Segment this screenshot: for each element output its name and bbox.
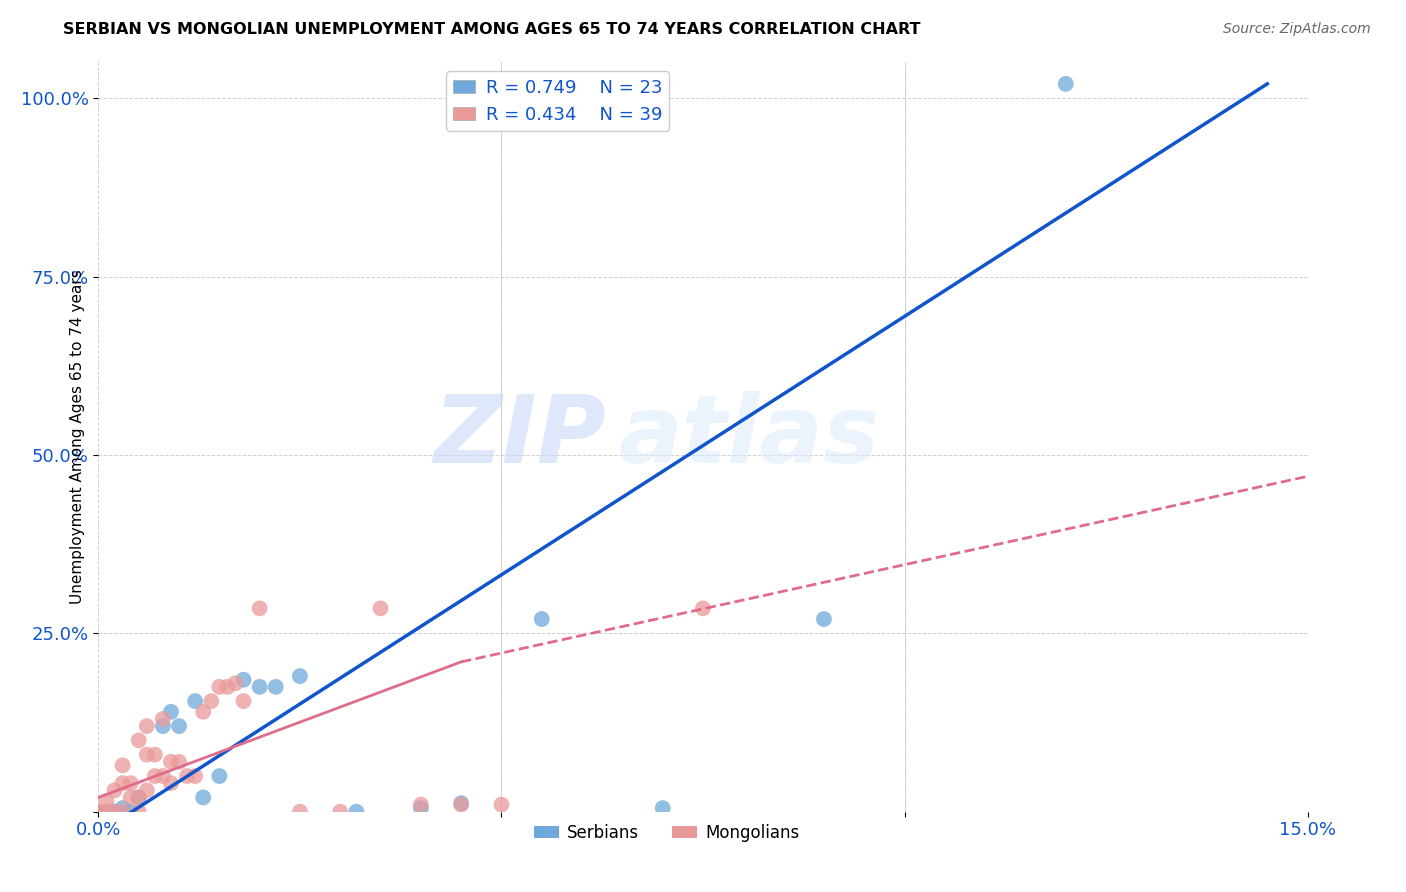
Point [344, 805, 367, 819]
Point [152, 719, 174, 733]
Point [409, 797, 432, 812]
Point [217, 680, 239, 694]
Point [176, 769, 198, 783]
Point [128, 805, 150, 819]
Point [135, 783, 157, 797]
Point [208, 769, 231, 783]
Point [103, 805, 125, 819]
Point [450, 796, 472, 810]
Point [128, 733, 150, 747]
Point [1054, 77, 1077, 91]
Point [450, 797, 472, 812]
Legend: Serbians, Mongolians: Serbians, Mongolians [527, 817, 807, 848]
Point [143, 747, 166, 762]
Point [491, 797, 513, 812]
Point [103, 783, 125, 797]
Point [208, 680, 231, 694]
Point [120, 805, 142, 819]
Point [143, 769, 166, 783]
Point [249, 680, 271, 694]
Point [224, 676, 246, 690]
Text: Source: ZipAtlas.com: Source: ZipAtlas.com [1223, 22, 1371, 37]
Point [96, 805, 118, 819]
Point [167, 755, 190, 769]
Point [288, 669, 311, 683]
Point [329, 805, 352, 819]
Point [193, 705, 215, 719]
Point [111, 805, 134, 819]
Point [87, 805, 110, 819]
Point [184, 694, 207, 708]
Point [232, 673, 254, 687]
Point [692, 601, 714, 615]
Point [200, 694, 222, 708]
Point [160, 776, 183, 790]
Point [111, 801, 134, 815]
Point [152, 712, 174, 726]
Point [370, 601, 392, 615]
Point [184, 769, 207, 783]
Point [530, 612, 553, 626]
Point [651, 801, 673, 815]
Point [135, 719, 157, 733]
Point [264, 680, 287, 694]
Point [193, 790, 215, 805]
Point [96, 794, 118, 808]
Point [160, 705, 183, 719]
Text: ZIP: ZIP [433, 391, 606, 483]
Point [96, 805, 118, 819]
Point [813, 612, 835, 626]
Point [232, 694, 254, 708]
Point [167, 719, 190, 733]
Point [409, 801, 432, 815]
Point [135, 747, 157, 762]
Y-axis label: Unemployment Among Ages 65 to 74 years: Unemployment Among Ages 65 to 74 years [69, 269, 84, 605]
Text: SERBIAN VS MONGOLIAN UNEMPLOYMENT AMONG AGES 65 TO 74 YEARS CORRELATION CHART: SERBIAN VS MONGOLIAN UNEMPLOYMENT AMONG … [63, 22, 921, 37]
Point [120, 776, 142, 790]
Point [111, 758, 134, 772]
Point [103, 805, 125, 819]
Text: atlas: atlas [619, 391, 880, 483]
Point [288, 805, 311, 819]
Point [128, 790, 150, 805]
Point [160, 755, 183, 769]
Point [87, 805, 110, 819]
Point [120, 790, 142, 805]
Point [152, 769, 174, 783]
Point [128, 790, 150, 805]
Point [249, 601, 271, 615]
Point [111, 776, 134, 790]
